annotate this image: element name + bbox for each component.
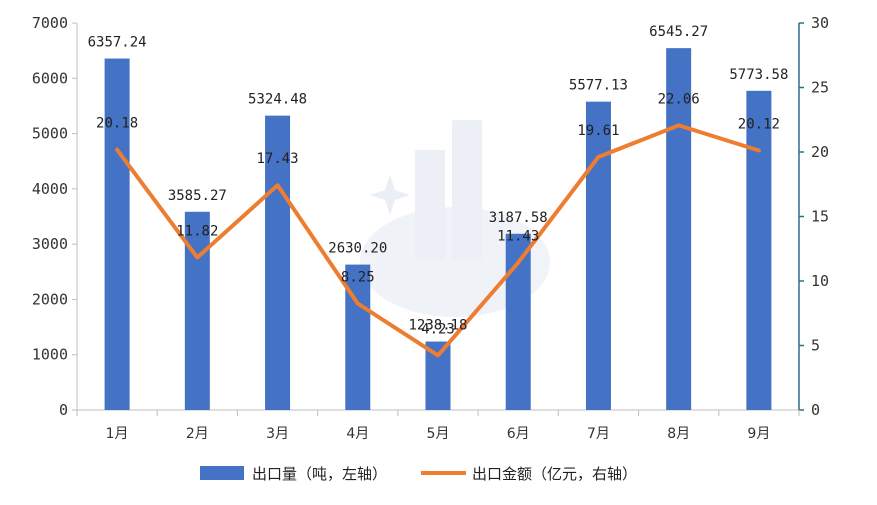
- line-value-label: 17.43: [256, 151, 298, 167]
- x-tick-label: 7月: [587, 426, 610, 442]
- bar-value-label: 3585.27: [168, 188, 227, 204]
- x-tick-label: 3月: [266, 426, 289, 442]
- y-right-tick-label: 0: [811, 401, 820, 419]
- bar-value-label: 5577.13: [569, 78, 628, 94]
- y-right-tick-label: 5: [811, 337, 820, 355]
- legend: 出口量（吨，左轴） 出口金额（亿元，右轴）: [200, 465, 637, 483]
- bar-series: [104, 48, 772, 411]
- bar: [184, 211, 210, 410]
- y-left-tick-label: 6000: [32, 69, 68, 87]
- line-series: [115, 123, 761, 358]
- line-value-label: 11.82: [176, 224, 218, 240]
- x-tick-label: 4月: [346, 426, 369, 442]
- y-left-tick-label: 2000: [32, 290, 68, 308]
- line-value-label: 20.18: [96, 116, 138, 132]
- line-value-label: 8.25: [341, 270, 375, 286]
- bar-value-label: 2630.20: [328, 241, 387, 257]
- y-right-tick-label: 10: [811, 272, 829, 290]
- watermark-logo: [360, 120, 550, 317]
- y-right-tick-label: 15: [811, 208, 829, 226]
- bar: [265, 115, 291, 410]
- y-left-tick-label: 3000: [32, 235, 68, 253]
- x-tick-label: 5月: [427, 426, 450, 442]
- x-tick-label: 2月: [186, 426, 209, 442]
- bar: [104, 58, 130, 410]
- line-value-label: 4.23: [421, 321, 455, 337]
- bar: [746, 90, 772, 411]
- x-tick-label: 6月: [507, 426, 530, 442]
- bar-value-label: 6357.24: [88, 35, 147, 51]
- y-left-tick-label: 5000: [32, 125, 68, 143]
- bar-value-label: 1238.18: [408, 318, 467, 334]
- axes: 0 1000 2000 3000 4000 5000 6000 7000 0 5 10 15 20 25 3…: [32, 14, 829, 442]
- x-tick-label: 8月: [667, 426, 690, 442]
- bar: [666, 48, 692, 410]
- legend-swatch-bar: [200, 466, 244, 480]
- legend-label-line: 出口金额（亿元，右轴）: [472, 465, 637, 483]
- bar-value-label: 3187.58: [489, 210, 548, 226]
- y-right-tick-label: 20: [811, 143, 829, 161]
- legend-label-bar: 出口量（吨，左轴）: [252, 465, 387, 483]
- bar: [585, 101, 611, 411]
- x-tick-label: 1月: [106, 426, 129, 442]
- y-left-tick-label: 4000: [32, 180, 68, 198]
- y-left-tick-label: 0: [59, 401, 68, 419]
- y-right-tick-label: 25: [811, 79, 829, 97]
- line-value-label: 11.43: [497, 229, 539, 245]
- line-value-label: 19.61: [577, 123, 619, 139]
- y-left-tick-label: 1000: [32, 346, 68, 364]
- bar-value-label: 6545.27: [649, 24, 708, 40]
- y-left-tick-label: 7000: [32, 14, 68, 32]
- bar: [345, 264, 371, 410]
- line-value-label: 22.06: [658, 91, 700, 107]
- data-labels: 6357.24 3585.27 5324.48 2630.20 1238.18 3187.…: [88, 24, 789, 337]
- x-tick-label: 9月: [747, 426, 770, 442]
- line-value-label: 20.12: [738, 116, 780, 132]
- bar-value-label: 5324.48: [248, 92, 307, 108]
- y-right-tick-label: 30: [811, 14, 829, 32]
- line-path: [115, 123, 761, 358]
- bar-value-label: 5773.58: [729, 67, 788, 83]
